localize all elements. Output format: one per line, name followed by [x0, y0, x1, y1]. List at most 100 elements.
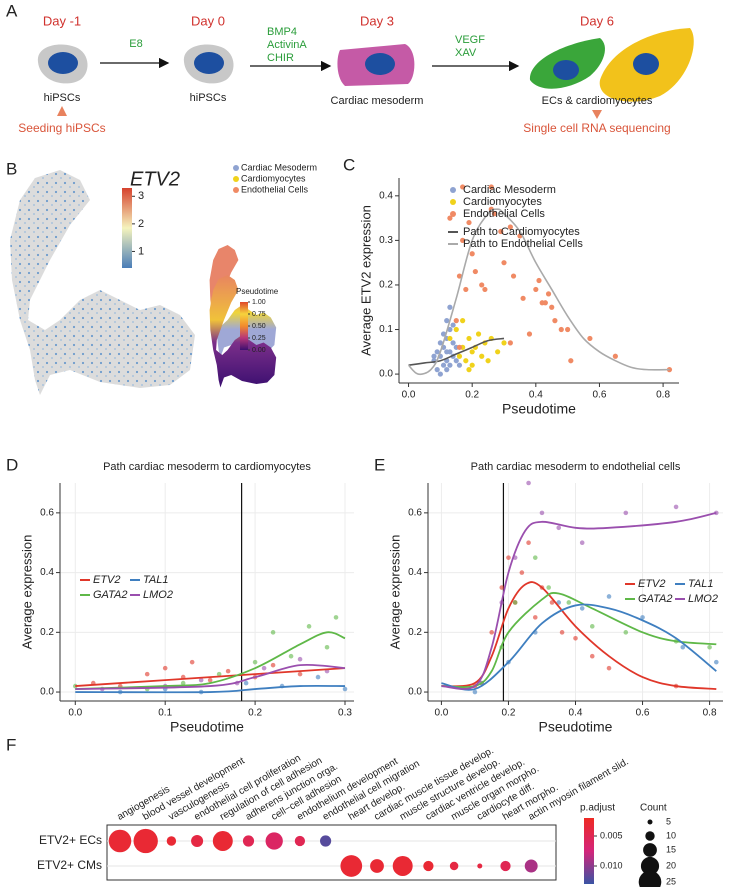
point: [466, 335, 472, 342]
point: [333, 615, 339, 620]
point: [568, 358, 574, 364]
trend-line: [441, 591, 717, 689]
point: [485, 358, 491, 364]
trend-line: [75, 663, 346, 690]
point: [573, 635, 578, 641]
point: [447, 362, 453, 368]
point: [566, 600, 572, 605]
x-tick-label: 0.8: [703, 708, 717, 719]
point: [479, 353, 485, 359]
x-tick-label: 0.0: [434, 708, 448, 719]
point: [472, 268, 478, 275]
step-label: ActivinA: [267, 39, 307, 51]
step-label: CHIR: [267, 52, 294, 64]
point: [606, 594, 612, 599]
x-tick-label: 0.8: [656, 390, 670, 401]
day-label: Day 3: [360, 13, 394, 28]
colorbar-label: 0.50: [252, 323, 266, 330]
panel-label: D: [6, 455, 18, 474]
umap-embedding: [10, 170, 195, 395]
legend-label: TAL1: [143, 574, 168, 586]
dot: [500, 860, 511, 872]
point: [491, 211, 498, 217]
point: [713, 659, 719, 665]
point: [297, 656, 303, 662]
point: [475, 331, 482, 337]
point: [306, 624, 312, 629]
point: [288, 653, 294, 659]
plot-frame: [106, 824, 557, 881]
point: [589, 624, 595, 629]
x-axis-label: Pseudotime: [502, 401, 576, 417]
point: [482, 286, 488, 293]
nucleus: [553, 60, 579, 80]
point: [225, 668, 231, 674]
point: [519, 570, 525, 575]
colorbar-label: 0.00: [252, 347, 266, 354]
point: [532, 615, 538, 620]
point: [460, 184, 466, 190]
legend-label: GATA2: [638, 593, 672, 605]
dot: [265, 832, 283, 850]
point: [469, 251, 475, 257]
point: [463, 286, 469, 293]
legend-label: LMO2: [688, 593, 718, 605]
x-tick-label: 0.4: [569, 708, 583, 719]
colorbar: [122, 188, 132, 268]
point: [472, 689, 478, 695]
point: [526, 331, 533, 337]
trend-line: [408, 337, 505, 366]
colorbar-label: 0.005: [600, 830, 623, 840]
point: [545, 291, 552, 297]
point: [520, 295, 526, 301]
point: [450, 322, 456, 328]
legend-label: ETV2: [638, 578, 666, 590]
y-tick-label: 0.2: [379, 280, 393, 291]
point: [297, 671, 303, 677]
x-tick-label: 0.6: [593, 390, 607, 401]
point: [450, 340, 456, 346]
legend-label: Cardiomyocytes: [241, 173, 306, 183]
panel-label: B: [6, 159, 17, 178]
point: [556, 600, 562, 605]
marker-triangle: [57, 106, 67, 116]
y-tick-label: 0.6: [40, 508, 54, 519]
point: [453, 358, 459, 364]
size-key: [638, 870, 662, 887]
size-key: [640, 856, 660, 876]
legend-label: Cardiomyocytes: [463, 196, 542, 208]
point: [447, 326, 453, 333]
dot: [108, 829, 132, 853]
point: [526, 480, 531, 486]
point: [453, 326, 459, 333]
point: [507, 340, 513, 346]
point: [552, 318, 558, 324]
x-tick-label: 0.1: [158, 708, 172, 719]
dot: [392, 856, 413, 876]
point: [501, 340, 507, 346]
point: [640, 615, 645, 620]
point: [526, 540, 531, 546]
colorbar-label: 0.010: [600, 860, 623, 870]
point: [144, 671, 150, 677]
panel-b: B ETV2: [6, 159, 277, 395]
point: [546, 585, 551, 590]
dot: [340, 855, 363, 877]
point: [549, 600, 555, 605]
point: [180, 680, 186, 686]
point: [542, 300, 548, 306]
dot: [370, 859, 384, 873]
x-tick-label: 0.2: [502, 708, 516, 719]
y-tick-label: 0.4: [379, 190, 393, 201]
point: [460, 318, 466, 324]
point: [579, 606, 585, 611]
point: [447, 335, 453, 342]
size-key: [647, 819, 653, 825]
point: [189, 659, 195, 665]
point: [72, 683, 78, 689]
stage-label: ECs & cardiomyocytes: [542, 95, 653, 107]
nucleus: [194, 52, 224, 74]
dot: [133, 828, 158, 854]
colorbar-label: 2: [138, 218, 144, 230]
point: [489, 630, 494, 635]
